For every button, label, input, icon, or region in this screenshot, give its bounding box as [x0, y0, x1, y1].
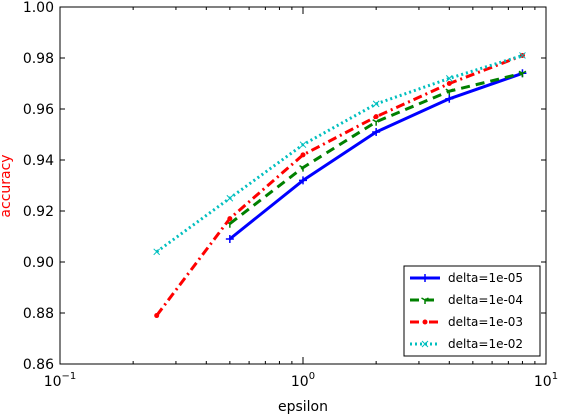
y-tick-label: 0.92 — [23, 204, 54, 220]
y-tick-label: 1.00 — [23, 0, 54, 16]
x-tick-label: 100 — [291, 371, 315, 390]
x-tick-base: 10 — [291, 374, 309, 390]
y-tick-label: 0.86 — [23, 357, 54, 373]
y-tick-label: 0.90 — [23, 255, 54, 271]
data-point — [225, 235, 234, 244]
data-point — [445, 94, 454, 103]
legend-item: delta=1e-03 — [410, 315, 523, 329]
data-point — [372, 119, 381, 126]
data-point — [299, 141, 307, 149]
y-axis-label: accuracy — [0, 154, 14, 217]
data-point — [226, 194, 234, 202]
legend-item: delta=1e-04 — [410, 293, 523, 307]
data-point — [519, 52, 526, 59]
data-point — [421, 297, 429, 304]
y-axis: 0.86 0.88 0.90 0.92 0.94 0.96 0.98 1.00 — [23, 0, 546, 373]
data-point — [227, 216, 233, 222]
x-tick-label: 10−1 — [44, 371, 77, 390]
data-point — [421, 340, 429, 348]
series-line — [228, 71, 523, 225]
data-point — [445, 88, 454, 96]
series-delta=1e-04 — [225, 70, 527, 228]
x-axis-label: epsilon — [278, 399, 328, 414]
x-axis: 10−1 100 101 — [44, 7, 558, 390]
data-point — [421, 274, 429, 282]
y-tick-label: 0.98 — [23, 51, 54, 67]
data-point — [446, 81, 452, 86]
y-tick-label: 0.96 — [23, 102, 54, 118]
y-tick-label: 0.88 — [23, 306, 54, 322]
x-tick-exponent: −1 — [62, 371, 77, 382]
data-point — [299, 176, 307, 185]
legend: delta=1e-05 delta=1e-04 delta=1e-03 delta=1… — [403, 265, 541, 357]
legend-label: delta=1e-05 — [448, 271, 523, 285]
series-delta=1e-02 — [153, 52, 526, 256]
series-delta=1e-03 — [154, 52, 525, 319]
legend-frame — [403, 265, 541, 357]
data-point — [299, 164, 307, 172]
data-point — [300, 152, 306, 158]
series-line — [155, 54, 524, 317]
series-layer — [153, 52, 527, 319]
x-tick-label: 101 — [534, 371, 558, 390]
series-line — [155, 54, 523, 254]
data-point — [153, 248, 161, 256]
x-tick-exponent: 0 — [309, 371, 315, 382]
y-tick-label: 0.94 — [23, 153, 54, 169]
legend-item: delta=1e-05 — [410, 271, 523, 285]
data-point — [372, 100, 380, 108]
data-point — [518, 70, 527, 78]
data-point — [445, 75, 453, 82]
legend-label: delta=1e-04 — [448, 293, 523, 307]
x-tick-base: 10 — [534, 374, 552, 390]
legend-label: delta=1e-02 — [448, 337, 523, 351]
data-point — [373, 114, 379, 120]
x-tick-exponent: 1 — [552, 371, 558, 382]
data-point — [372, 127, 381, 136]
x-tick-base: 10 — [44, 374, 62, 390]
legend-item: delta=1e-02 — [410, 337, 523, 351]
data-point — [154, 313, 160, 319]
data-point — [422, 319, 428, 325]
legend-label: delta=1e-03 — [448, 315, 523, 329]
